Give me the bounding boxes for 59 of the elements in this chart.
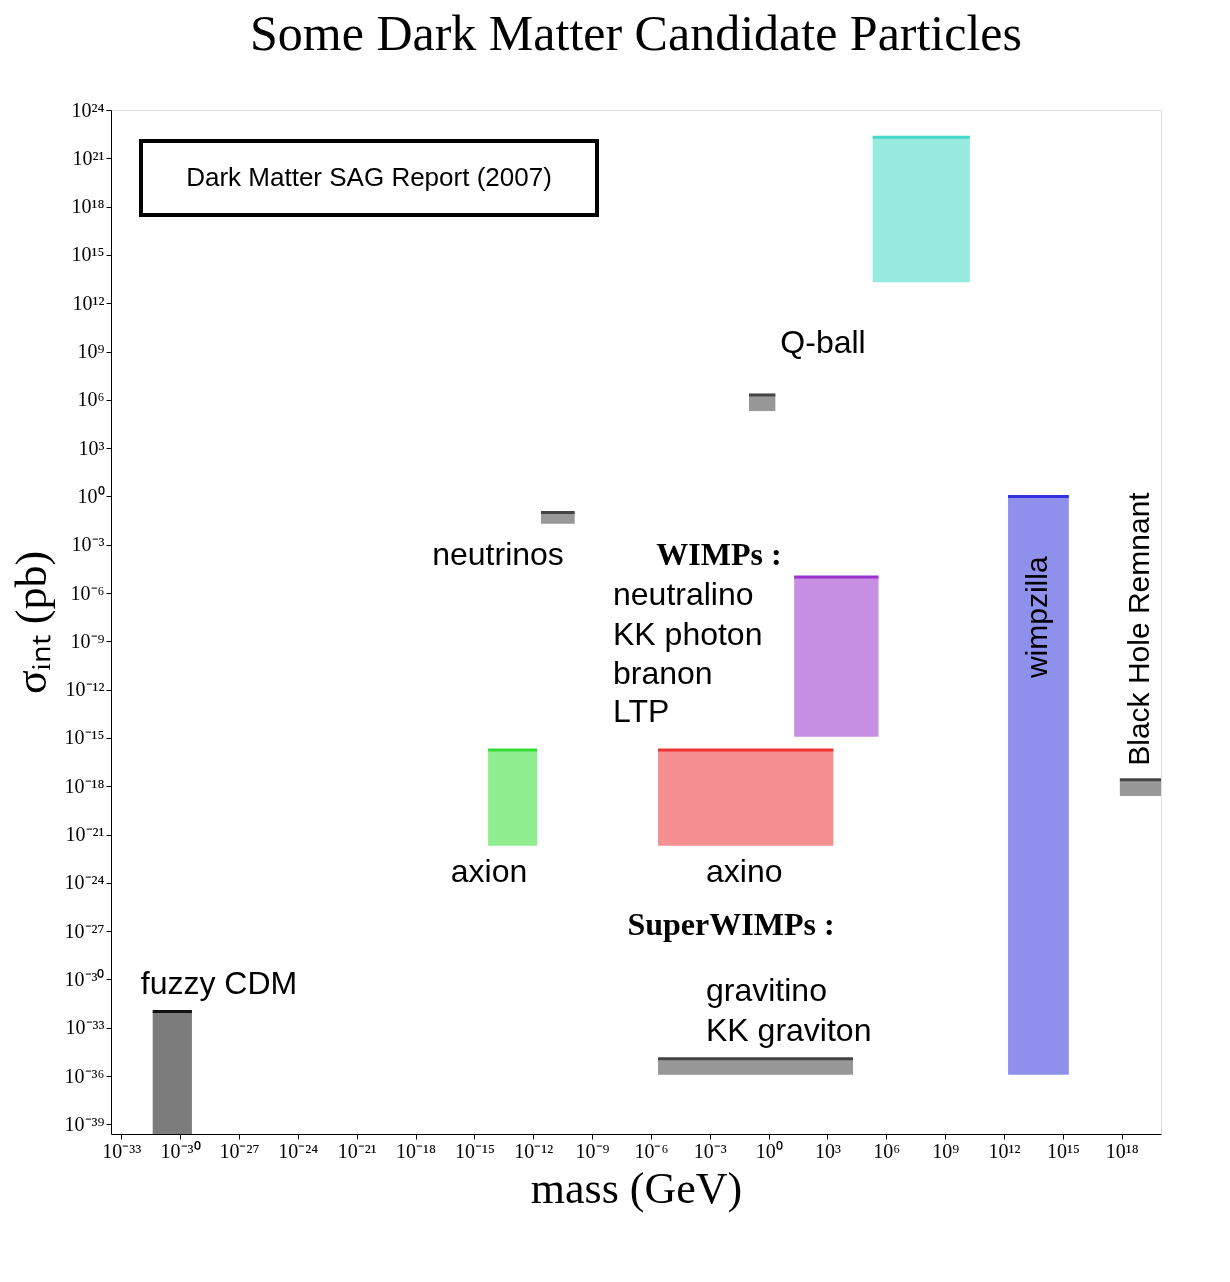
y-tick-label: 10⁻⁶ <box>70 581 105 604</box>
y-tick-label: 10¹⁸ <box>71 195 105 218</box>
annotation: KK graviton <box>706 1012 872 1048</box>
y-tick-label: 10³ <box>78 436 105 459</box>
x-tick-label: 10¹⁸ <box>1105 1139 1139 1162</box>
y-tick-label: 10⁻¹⁵ <box>64 726 105 749</box>
annotation: axino <box>706 853 783 889</box>
y-tick-label: 10²¹ <box>72 146 105 169</box>
x-tick-label: 10⁻¹⁸ <box>396 1139 437 1162</box>
y-tick-label: 10⁻³³ <box>65 1016 105 1039</box>
y-tick-label: 10⁻³⁶ <box>64 1064 105 1087</box>
y-tick-label: 10⁰ <box>77 484 105 507</box>
x-tick-label: 10⁻⁹ <box>575 1139 610 1162</box>
y-tick-label: 10⁻¹² <box>65 678 105 701</box>
annotation: axion <box>450 853 528 889</box>
x-tick-label: 10¹⁵ <box>1046 1139 1080 1162</box>
x-axis-title: mass (GeV) <box>530 1163 743 1213</box>
y-tick-label: 10⁻²⁴ <box>64 871 105 894</box>
y-tick-label: 10⁻³⁰ <box>64 967 105 990</box>
x-tick-label: 10¹² <box>988 1139 1021 1162</box>
text: wimpzilla <box>1020 556 1054 680</box>
y-tick-label: 10⁻¹⁸ <box>64 774 105 797</box>
y-tick-label: 10⁻³⁹ <box>64 1112 105 1135</box>
annotation: branon <box>613 655 713 691</box>
y-tick-label: 10⁹ <box>77 340 105 362</box>
annotation: fuzzy CDM <box>140 965 298 1001</box>
x-tick-label: 10⁻²⁴ <box>278 1139 319 1162</box>
y-tick-label: 10⁻⁹ <box>70 629 105 652</box>
x-tick-label: 10³ <box>815 1139 841 1162</box>
text: Black Hole Remnant <box>1122 491 1156 766</box>
y-tick-label: 10¹⁵ <box>71 243 105 266</box>
y-tick-label: 10⁻²¹ <box>65 823 105 845</box>
y-tick-label: 10⁶ <box>77 388 105 411</box>
x-tick-label: 10⁻¹² <box>514 1139 554 1162</box>
chart-title: Some Dark Matter Candidate Particles <box>250 5 1022 61</box>
annotation: LTP <box>613 693 670 729</box>
annotation: Dark Matter SAG Report (2007) <box>186 162 552 192</box>
x-tick-label: 10⁶ <box>873 1139 901 1162</box>
y-tick-label: 10¹² <box>72 291 105 314</box>
x-tick-label: 10⁻³³ <box>102 1139 142 1162</box>
annotation: WIMPs : <box>656 536 782 572</box>
y-tick-label: 10²⁴ <box>71 98 105 121</box>
x-tick-label: 10⁻³⁰ <box>160 1139 201 1162</box>
x-tick-label: 10⁻²⁷ <box>219 1139 260 1162</box>
annotation: SuperWIMPs : <box>627 906 835 942</box>
annotation: neutralino <box>613 576 754 612</box>
annotation: neutrinos <box>432 536 564 572</box>
x-tick-label: 10⁻³ <box>693 1139 727 1162</box>
y-tick-label: 10⁻³ <box>71 533 105 556</box>
annotation: gravitino <box>706 972 827 1008</box>
x-tick-label: 10⁻²¹ <box>337 1139 377 1162</box>
x-tick-label: 10⁹ <box>932 1139 960 1162</box>
x-tick-label: 10⁰ <box>755 1139 783 1162</box>
annotation: KK photon <box>613 616 763 652</box>
y-tick-label: 10⁻²⁷ <box>64 919 105 942</box>
annotation: Q-ball <box>780 324 866 360</box>
x-tick-label: 10⁻⁶ <box>634 1139 669 1162</box>
x-tick-label: 10⁻¹⁵ <box>454 1139 495 1162</box>
y-axis-title: σᵢₙₜ (pb) <box>6 550 56 695</box>
